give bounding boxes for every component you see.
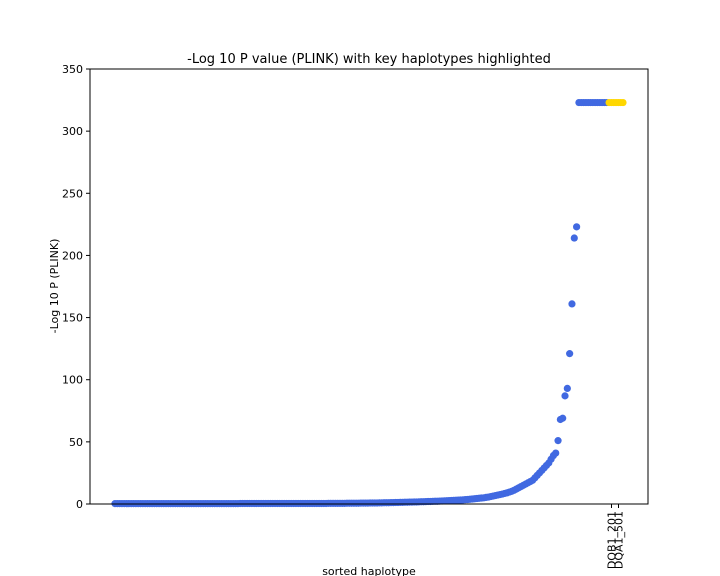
y-tick-label: 100 (62, 374, 83, 387)
plot-frame (89, 68, 649, 505)
data-point (552, 449, 560, 457)
data-point (573, 223, 581, 231)
y-axis-label: -Log 10 P (PLINK) (48, 239, 61, 334)
y-tick-label: 150 (62, 312, 83, 325)
y-tick-label: 200 (62, 249, 83, 262)
data-point (559, 414, 567, 422)
y-tick-label: 350 (62, 63, 83, 76)
x-tick-label: DQB1_201 (606, 511, 619, 569)
data-point (563, 384, 571, 393)
data-point (554, 437, 562, 445)
data-point (566, 350, 574, 358)
highlighted-data-point (619, 98, 627, 107)
x-tick-label: DQA1_501 (613, 511, 626, 569)
data-point (568, 300, 576, 308)
data-point (570, 234, 578, 242)
y-tick-label: 50 (69, 436, 83, 449)
chart-title: -Log 10 P value (PLINK) with key haploty… (187, 52, 551, 67)
x-axis-label: sorted haplotype (322, 565, 416, 576)
y-tick-label: 300 (62, 125, 83, 138)
y-axis-ticks: 0 50 100 150 200 250 300 350 (62, 63, 90, 511)
y-tick-label: 250 (62, 187, 83, 200)
y-tick-label: 0 (76, 498, 83, 511)
data-point (561, 392, 569, 400)
